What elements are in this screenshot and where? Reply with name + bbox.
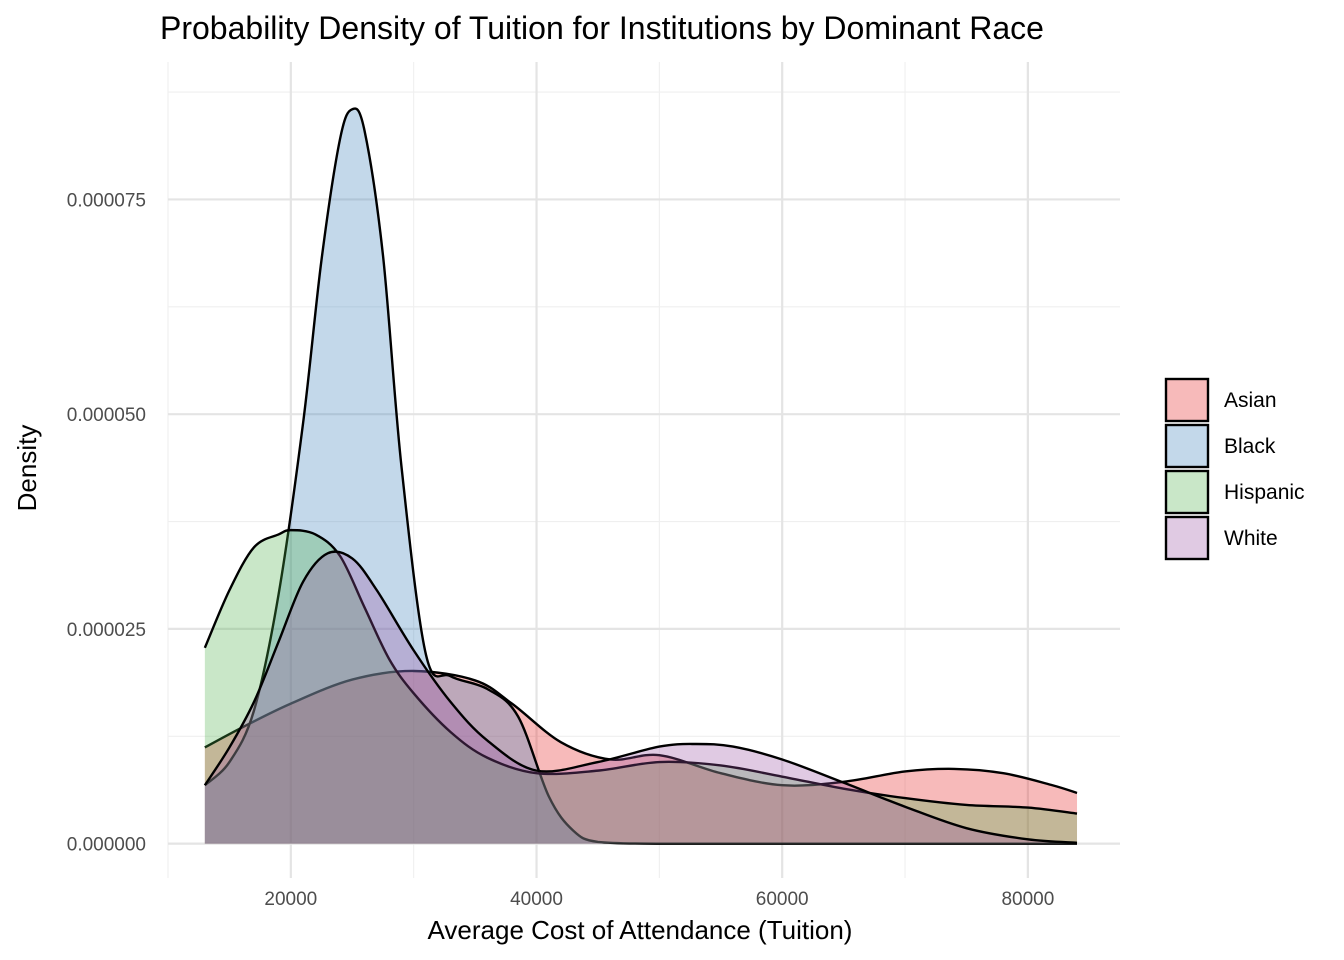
legend-swatch-asian: [1164, 377, 1210, 423]
density-area-asian: [204, 670, 1078, 844]
legend-label-black: Black: [1224, 435, 1276, 458]
legend: Asian Black Hispanic White: [1164, 377, 1305, 561]
x-axis-title: Average Cost of Attendance (Tuition): [428, 915, 853, 945]
density-line-asian: [204, 669, 1078, 795]
x-tick-label: 80000: [1001, 889, 1054, 910]
x-axis-ticks: 20000 40000 60000 80000: [264, 889, 1054, 910]
y-tick-label: 0.000050: [67, 405, 146, 426]
x-tick-label: 60000: [756, 889, 809, 910]
legend-key-bg-black: [1166, 425, 1208, 467]
legend-label-white: White: [1224, 527, 1278, 550]
legend-label-hispanic: Hispanic: [1224, 481, 1305, 504]
legend-swatch-hispanic: [1164, 469, 1210, 515]
legend-key-bg-asian: [1166, 379, 1208, 421]
legend-label-asian: Asian: [1224, 389, 1277, 412]
legend-swatch-black: [1164, 423, 1210, 469]
legend-key-bg-white: [1166, 517, 1208, 559]
x-tick-label: 40000: [510, 889, 563, 910]
y-axis-title: Density: [12, 425, 42, 512]
density-line-white: [203, 550, 1078, 844]
y-tick-label: 0.000025: [67, 620, 146, 641]
density-area-black: [204, 108, 1078, 844]
chart-title: Probability Density of Tuition for Insti…: [160, 10, 1044, 46]
density-line-black: [204, 107, 1078, 845]
legend-key-bg-hispanic: [1166, 471, 1208, 513]
density-area-hispanic: [204, 530, 1078, 844]
density-area-white: [204, 551, 1078, 844]
legend-swatch-white: [1164, 515, 1210, 561]
y-tick-label: 0.000000: [67, 835, 146, 856]
y-axis-ticks: 0.000000 0.000025 0.000050 0.000075: [67, 190, 146, 855]
x-tick-label: 20000: [264, 889, 317, 910]
y-tick-label: 0.000075: [67, 190, 146, 211]
density-areas: [203, 107, 1078, 845]
